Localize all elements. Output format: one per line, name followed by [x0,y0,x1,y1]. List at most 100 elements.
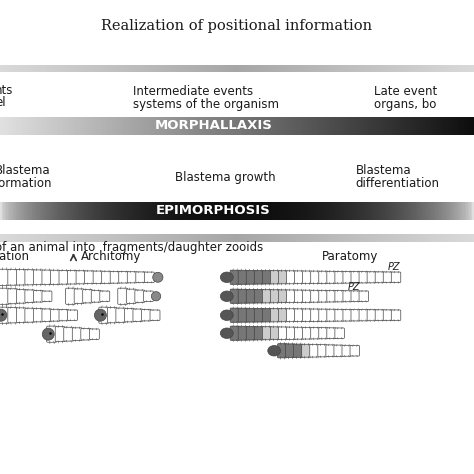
Bar [21,235,24,242]
Bar [366,202,368,220]
Bar [141,202,142,220]
Bar [395,202,397,220]
Bar [185,65,187,72]
Bar [239,235,242,242]
Bar [152,235,154,242]
Bar [337,202,338,220]
Bar [242,65,244,72]
Bar [68,202,70,220]
FancyBboxPatch shape [254,290,264,303]
FancyBboxPatch shape [294,271,304,283]
Bar [100,202,101,220]
Bar [415,65,417,72]
Bar [174,202,175,220]
Bar [186,202,188,220]
Bar [468,202,469,220]
Bar [228,65,230,72]
Bar [322,117,324,135]
FancyBboxPatch shape [50,270,60,284]
Bar [58,202,60,220]
Bar [123,117,125,135]
FancyBboxPatch shape [303,328,312,339]
Bar [125,202,127,220]
Bar [168,65,171,72]
Bar [219,117,221,135]
Bar [436,117,438,135]
Bar [57,202,58,220]
Bar [299,65,301,72]
Bar [450,235,453,242]
Bar [287,235,289,242]
Bar [216,235,218,242]
Bar [190,235,192,242]
Bar [128,235,130,242]
Bar [351,235,353,242]
Bar [123,202,125,220]
Bar [192,65,194,72]
Bar [135,235,137,242]
FancyBboxPatch shape [136,272,146,283]
Bar [41,202,43,220]
Bar [36,202,38,220]
Bar [415,235,417,242]
Bar [185,202,186,220]
Bar [232,202,234,220]
Bar [84,117,85,135]
FancyBboxPatch shape [303,271,312,283]
Bar [246,65,249,72]
Bar [384,117,385,135]
Bar [286,117,288,135]
FancyBboxPatch shape [16,308,26,322]
Bar [314,117,316,135]
Bar [182,235,185,242]
FancyBboxPatch shape [99,307,109,323]
Bar [118,65,121,72]
FancyBboxPatch shape [16,289,26,303]
Bar [160,117,161,135]
Bar [235,65,237,72]
Bar [158,117,160,135]
Bar [133,235,135,242]
Bar [332,117,333,135]
Bar [368,117,370,135]
Bar [313,202,314,220]
Bar [364,202,365,220]
Bar [460,202,461,220]
Bar [310,65,313,72]
Bar [283,117,284,135]
Bar [234,202,236,220]
Ellipse shape [268,346,281,356]
Bar [1,117,3,135]
Bar [0,117,1,135]
Bar [310,117,311,135]
FancyBboxPatch shape [246,308,255,322]
FancyBboxPatch shape [118,288,128,304]
FancyBboxPatch shape [326,345,336,356]
Bar [14,65,17,72]
Bar [450,117,452,135]
Bar [109,202,110,220]
Bar [372,65,374,72]
Bar [420,202,422,220]
Bar [337,65,339,72]
Bar [454,117,455,135]
Bar [376,117,378,135]
Bar [31,65,33,72]
Bar [431,65,434,72]
Bar [465,235,467,242]
Bar [303,202,305,220]
Bar [419,117,420,135]
Bar [379,117,381,135]
Bar [81,65,83,72]
Bar [379,65,382,72]
Bar [431,117,433,135]
Bar [452,202,454,220]
Bar [224,117,226,135]
Bar [39,117,41,135]
Bar [404,117,406,135]
Bar [308,235,310,242]
Bar [281,117,283,135]
Bar [255,117,256,135]
FancyBboxPatch shape [46,326,57,342]
Bar [91,202,93,220]
